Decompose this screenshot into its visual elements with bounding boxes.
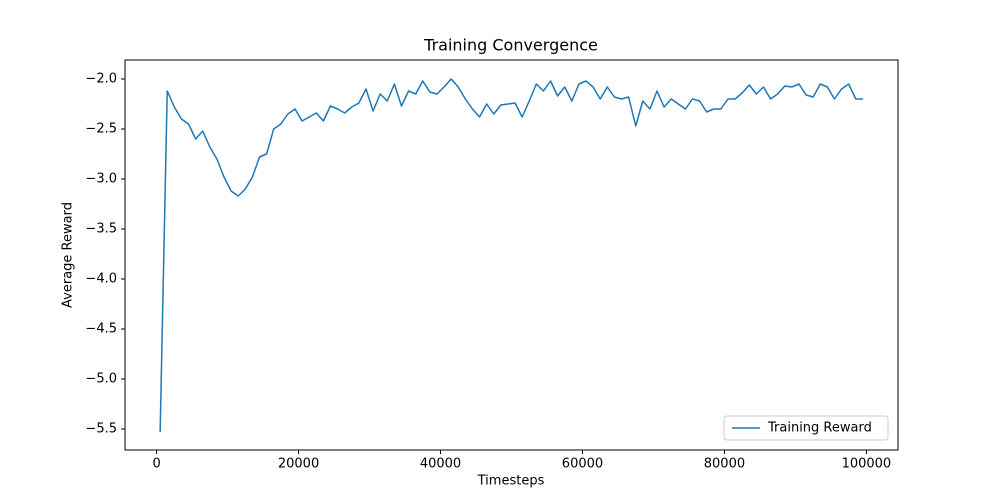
y-tick-label: −5.5 [85, 422, 117, 437]
line [159, 78, 863, 433]
x-axis-label: Timesteps [477, 474, 545, 489]
x-tick-label: 0 [152, 457, 160, 472]
y-tick-label: −4.5 [85, 322, 117, 337]
y-axis-label: Average Reward [61, 202, 76, 308]
x-tick-label: 100000 [842, 457, 892, 472]
legend-box [723, 415, 889, 441]
plot-frame [124, 59, 899, 451]
x-tick-label: 60000 [562, 457, 603, 472]
y-tick-label: −2.5 [85, 122, 117, 137]
y-tick-label: −5.0 [85, 372, 117, 387]
y-tick-label: −4.0 [85, 272, 117, 287]
y-tick-label: −3.0 [85, 172, 117, 187]
y-tick-label: −2.0 [85, 72, 117, 87]
x-tick-label: 80000 [704, 457, 745, 472]
y-tick-label: −3.5 [85, 222, 117, 237]
legend-label: Training Reward [767, 421, 872, 436]
chart-title: Training Convergence [423, 36, 598, 55]
x-tick-label: 20000 [278, 457, 319, 472]
x-tick-label: 40000 [420, 457, 461, 472]
